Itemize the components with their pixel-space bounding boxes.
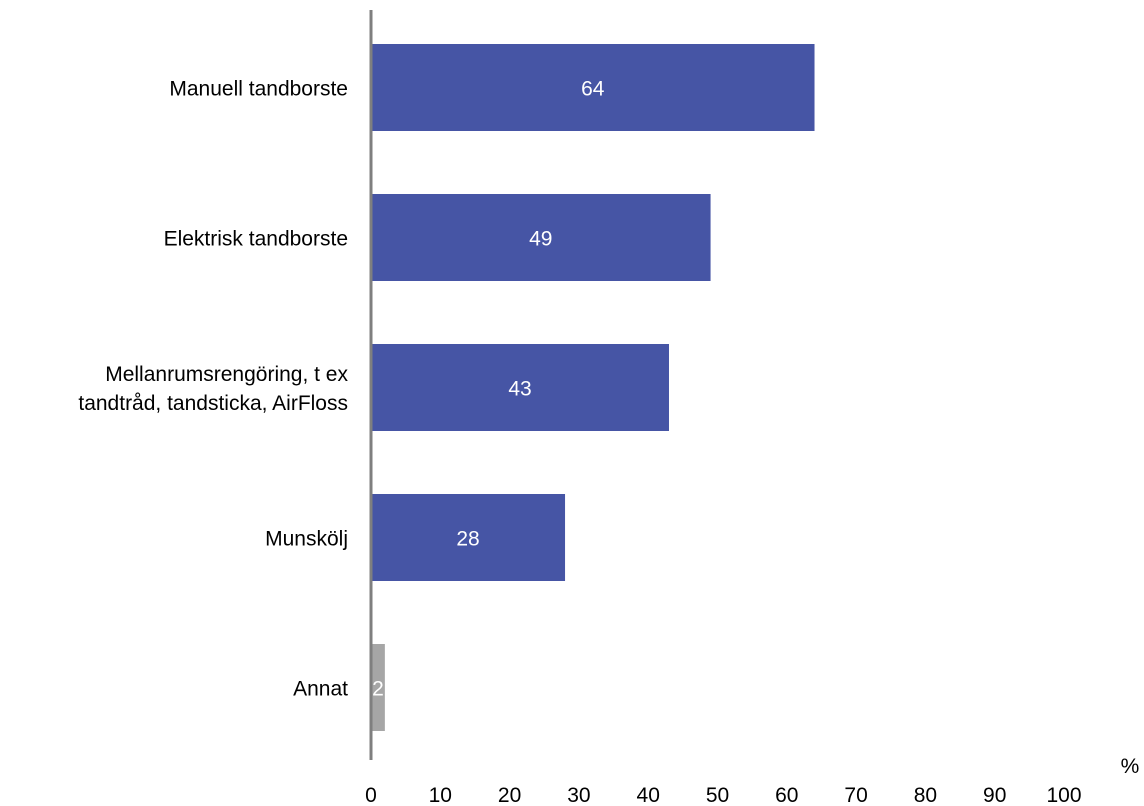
category-label-3: Mellanrumsrengöring, t ex tandtråd, tands…	[78, 363, 348, 415]
x-tick-label-70: 70	[844, 784, 867, 806]
x-tick-labels: 0 10 20 30 40 50 60 70 80 90 100	[365, 784, 1081, 806]
category-label-1: Manuell tandborste	[169, 78, 348, 101]
bar-5	[371, 644, 385, 731]
bar-1	[371, 44, 815, 131]
bar-3	[371, 344, 669, 431]
x-tick-label-90: 90	[983, 784, 1006, 806]
data-label-1: 64	[581, 78, 605, 101]
bars-group: 64 49 43 28 2	[371, 44, 815, 731]
x-tick-label-0: 0	[365, 784, 377, 806]
x-tick-label-30: 30	[567, 784, 590, 806]
category-labels: Manuell tandborste Elektrisk tandborste Me…	[78, 78, 348, 701]
data-label-4: 28	[456, 528, 479, 551]
category-label-5: Annat	[293, 678, 348, 701]
x-tick-label-60: 60	[775, 784, 798, 806]
x-tick-label-100: 100	[1046, 784, 1081, 806]
x-tick-label-20: 20	[498, 784, 521, 806]
x-axis-unit-label: %	[1121, 755, 1140, 778]
bar-4	[371, 494, 566, 581]
x-tick-label-50: 50	[706, 784, 729, 806]
data-label-3: 43	[508, 378, 531, 401]
data-label-5: 2	[372, 678, 384, 701]
data-label-2: 49	[529, 228, 552, 251]
x-tick-label-10: 10	[429, 784, 452, 806]
category-label-4: Munskölj	[265, 528, 348, 551]
x-tick-label-40: 40	[637, 784, 660, 806]
x-tick-label-80: 80	[914, 784, 937, 806]
bar-2	[371, 194, 711, 281]
category-label-2: Elektrisk tandborste	[164, 228, 348, 251]
